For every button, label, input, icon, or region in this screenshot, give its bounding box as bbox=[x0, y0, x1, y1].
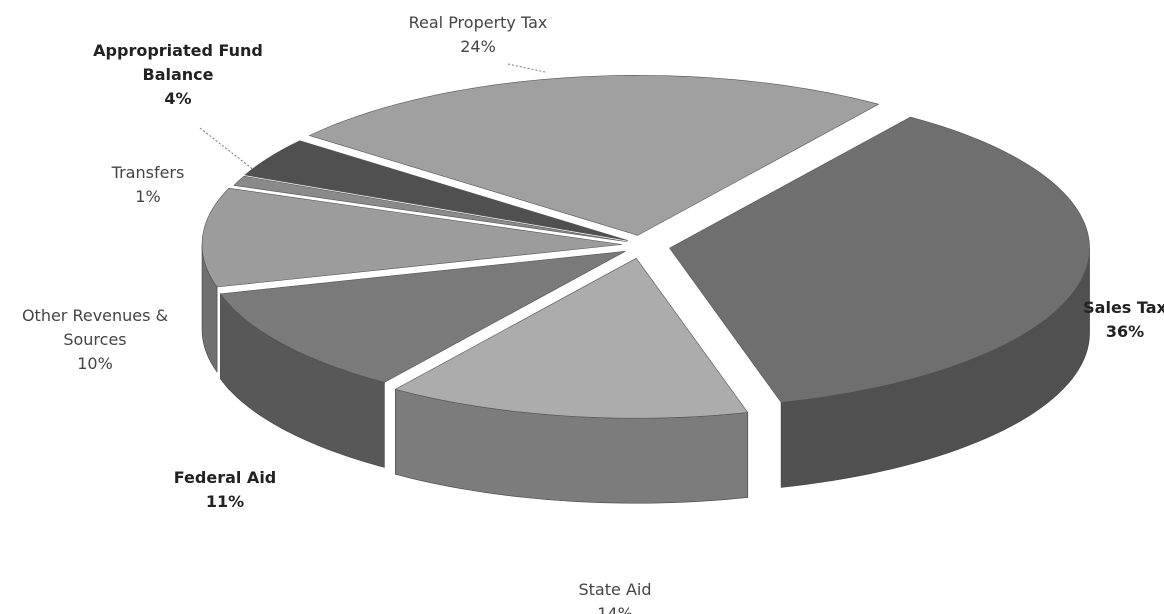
slice bbox=[669, 116, 1090, 403]
category-label: Transfers bbox=[111, 163, 185, 182]
value-label: 1% bbox=[135, 187, 161, 206]
slice-label: Real Property Tax 24% bbox=[378, 11, 578, 59]
slice-label: Appropriated Fund Balance 4% bbox=[83, 39, 273, 111]
slice bbox=[233, 175, 628, 243]
slice-tops bbox=[201, 75, 1090, 419]
slice-label: Transfers 1% bbox=[88, 161, 208, 209]
slice-label: Federal Aid 11% bbox=[155, 466, 295, 514]
category-label: Appropriated Fund Balance bbox=[93, 41, 263, 84]
category-label: Real Property Tax bbox=[408, 13, 548, 32]
slice bbox=[244, 140, 629, 241]
value-label: 4% bbox=[164, 89, 192, 108]
value-label: 11% bbox=[205, 492, 245, 511]
leader-line bbox=[199, 127, 283, 193]
value-label: 24% bbox=[460, 37, 496, 56]
category-label: Federal Aid bbox=[173, 468, 277, 487]
slice-label: Sales Tax 36% bbox=[1065, 296, 1164, 344]
slice bbox=[219, 251, 626, 383]
slice bbox=[308, 75, 880, 236]
slice bbox=[201, 187, 623, 288]
value-label: 10% bbox=[77, 354, 113, 373]
slice-label: Other Revenues & Sources 10% bbox=[5, 304, 185, 376]
leader-line bbox=[507, 63, 546, 73]
slice bbox=[394, 257, 749, 419]
slice-label: State Aid 14% bbox=[555, 578, 675, 614]
category-label: Other Revenues & Sources bbox=[21, 306, 169, 349]
value-label: 14% bbox=[597, 604, 633, 614]
value-label: 36% bbox=[1105, 322, 1145, 341]
slice-sides bbox=[201, 244, 1090, 504]
category-label: Sales Tax bbox=[1083, 298, 1164, 317]
category-label: State Aid bbox=[578, 580, 652, 599]
